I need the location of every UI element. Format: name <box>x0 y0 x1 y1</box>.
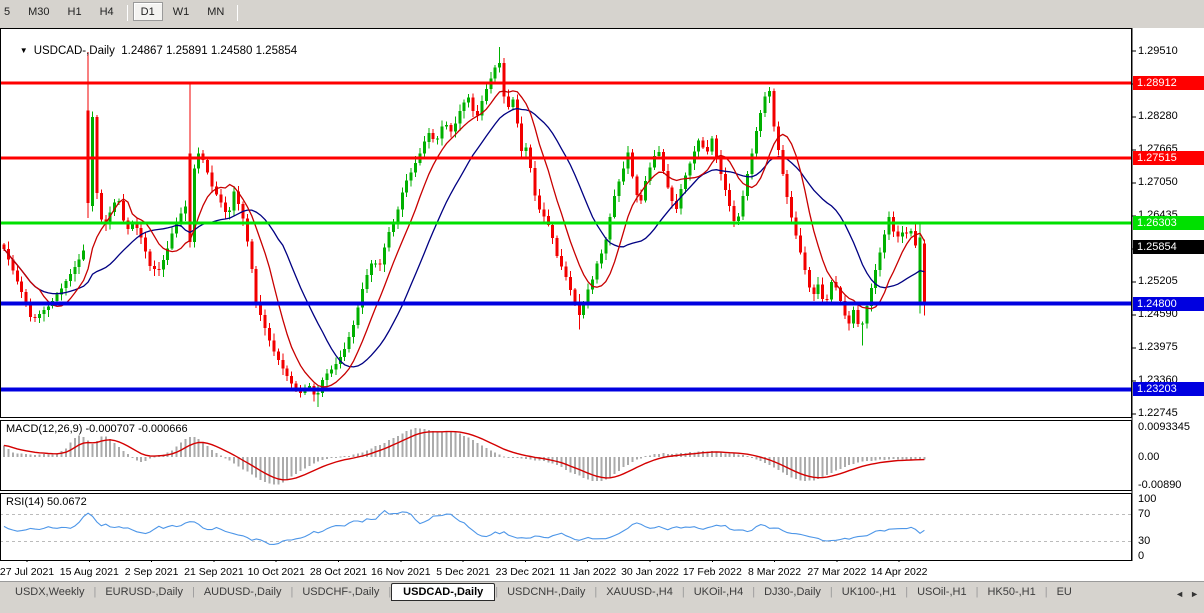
date-tick-label: 16 Nov 2021 <box>371 566 431 578</box>
toolbar-separator <box>237 4 239 21</box>
price-tick-label: 1.28280 <box>1138 110 1178 123</box>
timeframe-toolbar: 5 M30 H1 H4 D1 W1 MN <box>0 0 1204 28</box>
tab-separator: | <box>594 586 598 598</box>
price-tick-label: 1.23975 <box>1138 341 1178 354</box>
date-tick-label: 27 Jul 2021 <box>0 566 55 578</box>
rsi-label: RSI(14) 50.0672 <box>6 496 87 508</box>
status-strip <box>0 602 1204 613</box>
price-tick-label: 1.25205 <box>1138 275 1178 288</box>
chart-tab-eu[interactable]: EU <box>1056 586 1072 598</box>
timeframe-button-d1[interactable]: D1 <box>132 2 163 21</box>
date-tick-label: 14 Apr 2022 <box>870 566 928 578</box>
rsi-axis-label: 100 <box>1138 492 1157 505</box>
chart-tab-uk100-h1[interactable]: UK100-,H1 <box>841 586 897 598</box>
chart-title: ▼ USDCAD-,Daily 1.24867 1.25891 1.24580 1… <box>7 33 297 69</box>
tab-separator: | <box>1044 586 1048 598</box>
tab-scroll-right-icon[interactable]: ► <box>1190 589 1199 599</box>
price-tick-label: 1.24590 <box>1138 308 1178 321</box>
macd-signal-value: -0.000666 <box>138 423 188 435</box>
timeframe-button-h1[interactable]: H1 <box>67 6 82 18</box>
chevron-down-icon[interactable]: ▼ <box>19 46 28 55</box>
macd-axis-label: -0.00890 <box>1138 478 1182 491</box>
macd-pane[interactable] <box>0 420 1132 491</box>
timeframe-button-m30[interactable]: M30 <box>28 6 50 18</box>
tab-separator: | <box>388 586 392 598</box>
date-tick-label: 11 Jan 2022 <box>559 566 617 578</box>
rsi-pane[interactable] <box>0 493 1132 561</box>
level-price-badge: 1.27515 <box>1133 151 1204 166</box>
tab-separator: | <box>905 586 909 598</box>
level-price-badge: 1.26303 <box>1133 216 1204 231</box>
rsi-axis-label: 70 <box>1138 507 1151 520</box>
chart-tab-usdcnh-daily[interactable]: USDCNH-,Daily <box>507 586 586 598</box>
tab-separator: | <box>681 586 685 598</box>
chart-tab-dj30-daily[interactable]: DJ30-,Daily <box>764 586 821 598</box>
tab-separator: | <box>290 586 294 598</box>
rsi-axis-label: 0 <box>1138 549 1145 562</box>
level-price-badge: 1.23203 <box>1133 382 1204 397</box>
timeframe-button-mn[interactable]: MN <box>207 6 225 18</box>
main-chart-pane[interactable] <box>0 28 1132 418</box>
macd-main-value: -0.000707 <box>85 423 136 435</box>
chart-tab-hk50-h1[interactable]: HK50-,H1 <box>987 586 1036 598</box>
chart-tab-eurusd-daily[interactable]: EURUSD-,Daily <box>105 586 183 598</box>
tab-separator: | <box>829 586 833 598</box>
price-tick-label: 1.29510 <box>1138 44 1178 57</box>
timeframe-button-h4[interactable]: H4 <box>99 6 114 18</box>
ohlc-high: 1.25891 <box>166 45 208 57</box>
chart-tab-usdchf-daily[interactable]: USDCHF-,Daily <box>302 586 380 598</box>
level-price-badge: 1.28912 <box>1133 76 1204 91</box>
date-tick-label: 15 Aug 2021 <box>59 566 119 578</box>
current-price-badge: 1.25854 <box>1133 240 1204 255</box>
timeframe-button-5[interactable]: 5 <box>4 6 11 18</box>
price-tick-label: 1.27050 <box>1138 176 1178 189</box>
ohlc-low: 1.24580 <box>210 45 253 57</box>
date-tick-label: 21 Sep 2021 <box>184 566 244 578</box>
ohlc-open: 1.24867 <box>121 45 163 57</box>
tab-separator: | <box>495 586 499 598</box>
chart-tab-ukoil-h4[interactable]: UKOil-,H4 <box>693 586 744 598</box>
toolbar-separator <box>126 4 128 21</box>
date-tick-label: 28 Oct 2021 <box>309 566 368 578</box>
chart-tab-audusd-daily[interactable]: AUDUSD-,Daily <box>203 586 282 598</box>
tab-scroll-left-icon[interactable]: ◄ <box>1175 589 1185 599</box>
date-tick-label: 2 Sep 2021 <box>124 566 179 578</box>
rsi-axis-label: 30 <box>1138 534 1151 547</box>
chart-tab-usdcad-daily[interactable]: USDCAD-,Daily <box>391 583 496 601</box>
date-tick-label: 8 Mar 2022 <box>748 566 802 578</box>
ohlc-close: 1.25854 <box>255 45 298 57</box>
date-tick-label: 10 Oct 2021 <box>247 566 305 578</box>
macd-axis-label: 0.00 <box>1138 450 1160 463</box>
price-tick-label: 1.22745 <box>1138 407 1178 420</box>
date-tick-label: 23 Dec 2021 <box>495 566 556 578</box>
macd-axis-label: 0.0093345 <box>1138 421 1190 434</box>
chart-tab-usoil-h1[interactable]: USOil-,H1 <box>917 586 967 598</box>
date-tick-label: 5 Dec 2021 <box>436 566 490 578</box>
chart-tab-bar: USDX,Weekly | EURUSD-,Daily | AUDUSD-,Daily |… <box>0 581 1204 602</box>
date-axis[interactable]: 27 Jul 2021 15 Aug 2021 2 Sep 2021 21 Sep 2… <box>0 562 1204 581</box>
tab-separator: | <box>93 586 97 598</box>
tab-separator: | <box>975 586 979 598</box>
tab-separator: | <box>191 586 195 598</box>
level-price-badge: 1.24800 <box>1133 296 1204 311</box>
timeframe-button-w1[interactable]: W1 <box>172 6 190 18</box>
rsi-value: 50.0672 <box>46 496 87 508</box>
date-tick-label: 17 Feb 2022 <box>682 566 742 578</box>
date-tick-label: 30 Jan 2022 <box>621 566 679 578</box>
date-tick-label: 27 Mar 2022 <box>807 566 867 578</box>
chart-symbol-label: USDCAD-,Daily <box>33 45 115 57</box>
tab-scroll-arrows: ◄ ► <box>1168 584 1202 602</box>
macd-label: MACD(12,26,9) -0.000707 -0.000666 <box>6 423 188 435</box>
tab-separator: | <box>752 586 756 598</box>
chart-tab-xauusd-h4[interactable]: XAUUSD-,H4 <box>606 586 673 598</box>
chart-tab-usdx-weekly[interactable]: USDX,Weekly <box>15 586 85 598</box>
